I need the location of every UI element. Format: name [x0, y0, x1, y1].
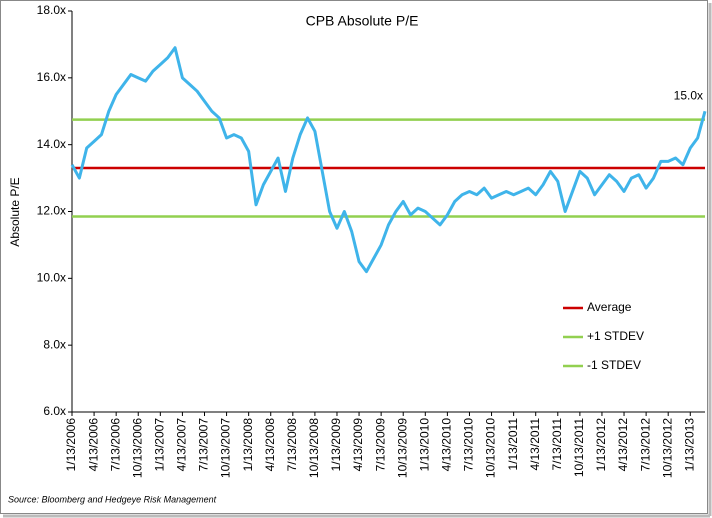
legend-label: -1 STDEV	[587, 358, 641, 372]
x-tick-label: 10/13/2006	[130, 418, 144, 478]
legend-label: +1 STDEV	[587, 329, 644, 343]
legend-label: Average	[587, 300, 632, 314]
chart-title: CPB Absolute P/E	[306, 13, 419, 29]
x-tick-label: 1/13/2006	[64, 418, 78, 472]
x-tick-label: 1/13/2010	[417, 418, 431, 472]
x-tick-label: 4/13/2008	[263, 418, 277, 472]
x-tick-label: 7/13/2012	[638, 418, 652, 472]
x-tick-label: 4/13/2012	[616, 418, 630, 472]
x-tick-label: 7/13/2011	[550, 418, 564, 471]
x-tick-label: 10/13/2009	[395, 418, 409, 478]
y-tick-label: 14.0x	[37, 137, 66, 151]
value-label: 15.0x	[674, 88, 703, 102]
y-tick-label: 8.0x	[43, 337, 66, 351]
x-tick-label: 1/13/2008	[241, 418, 255, 472]
x-tick-label: 10/13/2011	[572, 418, 586, 477]
x-tick-label: 1/13/2011	[506, 418, 520, 471]
x-tick-label: 7/13/2010	[462, 418, 476, 472]
x-tick-label: 1/13/2012	[594, 418, 608, 472]
x-tick-label: 4/13/2007	[175, 418, 189, 472]
y-tick-label: 10.0x	[37, 271, 66, 285]
x-tick-label: 1/13/2009	[329, 418, 343, 472]
x-tick-label: 7/13/2006	[108, 418, 122, 472]
y-tick-label: 6.0x	[43, 404, 66, 418]
x-tick-label: 4/13/2010	[440, 418, 454, 472]
x-tick-label: 10/13/2008	[307, 418, 321, 478]
x-tick-label: 1/13/2007	[152, 418, 166, 472]
data-line	[70, 46, 707, 274]
y-tick-label: 12.0x	[37, 204, 66, 218]
source-note: Source: Bloomberg and Hedgeye Risk Manag…	[8, 494, 217, 504]
x-tick-label: 1/13/2013	[682, 418, 696, 472]
y-axis-label: Absolute P/E	[8, 177, 22, 246]
y-tick-label: 18.0x	[37, 3, 66, 17]
x-tick-label: 4/13/2006	[86, 418, 100, 472]
x-tick-label: 7/13/2009	[373, 418, 387, 472]
x-tick-label: 7/13/2008	[285, 418, 299, 472]
y-tick-label: 16.0x	[37, 70, 66, 84]
x-tick-label: 7/13/2007	[197, 418, 211, 472]
x-tick-label: 10/13/2010	[484, 418, 498, 478]
x-tick-label: 10/13/2007	[219, 418, 233, 478]
x-tick-label: 10/13/2012	[660, 418, 674, 478]
x-tick-label: 4/13/2011	[528, 418, 542, 471]
x-tick-label: 4/13/2009	[351, 418, 365, 472]
